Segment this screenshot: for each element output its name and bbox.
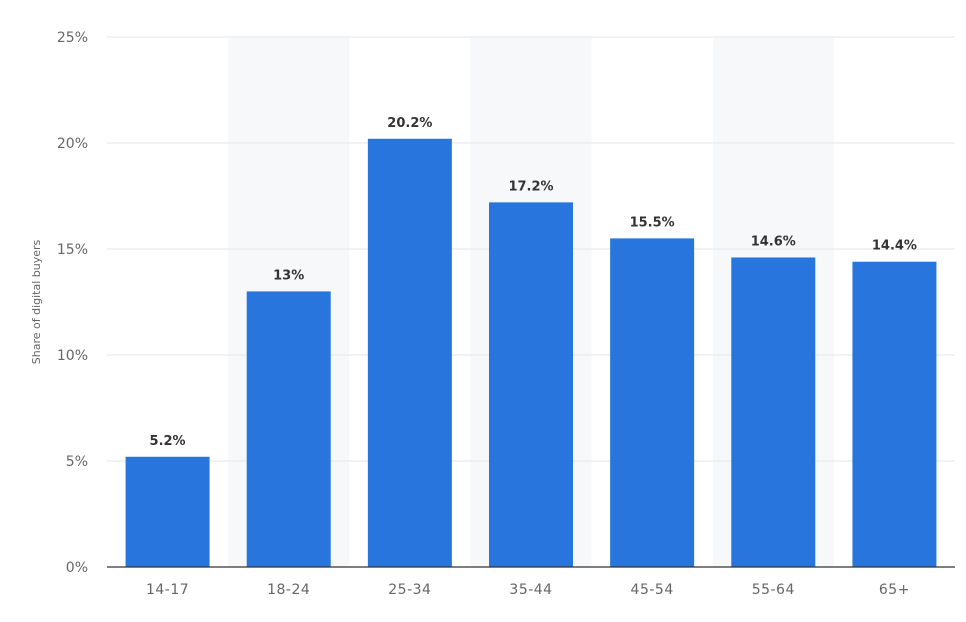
bar-55-64[interactable] [731,257,816,567]
data-label: 20.2% [387,116,432,131]
data-label: 13% [273,268,304,283]
data-label: 15.5% [630,215,675,230]
y-axis-title: Share of digital buyers [30,239,43,364]
x-tick-label: 18-24 [267,582,310,598]
y-tick-label: 10% [57,348,88,364]
bar-45-54[interactable] [610,238,695,567]
data-label: 14.4% [872,239,917,254]
x-tick-label: 25-34 [388,582,431,598]
x-axis-ticks: 14-17 18-24 25-34 35-44 45-54 55-64 65+ [146,582,910,598]
y-tick-label: 5% [66,454,88,470]
bars [125,138,937,568]
bar-14-17[interactable] [125,456,210,567]
data-labels: 5.2% 13% 20.2% 17.2% 15.5% 14.6% 14.4% [150,116,917,449]
y-tick-label: 0% [66,560,88,576]
x-tick-label: 45-54 [631,582,674,598]
y-tick-label: 15% [57,242,88,258]
y-axis-ticks: 0% 5% 10% 15% 20% 25% [57,30,88,576]
data-label: 14.6% [751,234,796,249]
bar-35-44[interactable] [489,202,573,568]
data-label: 5.2% [150,434,186,449]
x-tick-label: 14-17 [146,582,189,598]
bar-18-24[interactable] [246,291,331,567]
data-label: 17.2% [508,179,553,194]
x-tick-label: 35-44 [509,582,552,598]
x-tick-label: 55-64 [752,582,795,598]
bar-25-34[interactable] [367,138,452,567]
x-tick-label: 65+ [879,582,910,598]
bar-65+[interactable] [852,261,937,567]
y-tick-label: 25% [57,30,88,46]
y-tick-label: 20% [57,136,88,152]
